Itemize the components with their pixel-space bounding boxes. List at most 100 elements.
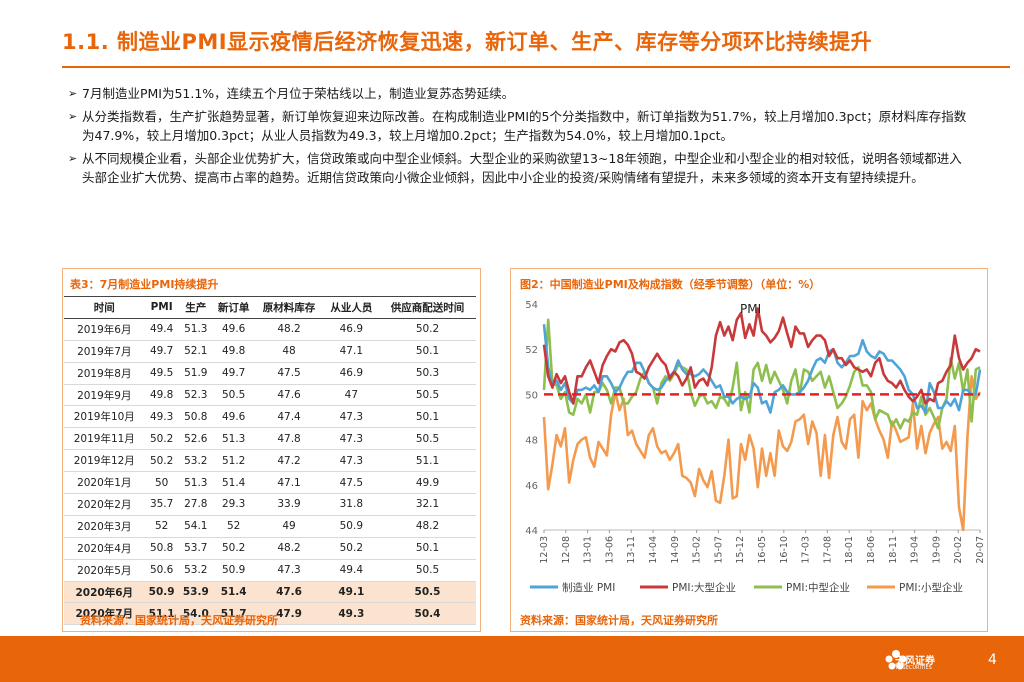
- x-tick-label: 16-10: [779, 536, 790, 564]
- table-cell: 49.8: [212, 340, 255, 363]
- table-cell: 2019年10月: [64, 405, 145, 429]
- table-row: 2019年9月 49.8 52.3 50.5 47.6 47 50.5: [64, 384, 476, 407]
- table-cell: 47.4: [254, 405, 324, 429]
- table-cell: 49.7: [144, 340, 179, 363]
- table-row: 2020年2月 35.7 27.8 29.3 33.9 31.8 32.1: [64, 493, 476, 516]
- table-frame: [62, 268, 481, 632]
- table-cell: 52.1: [178, 340, 213, 363]
- pmi-line-chart: 44 46 48 50 52 54 12-03 12-08 13-01 13-06 13-11 14-…: [525, 300, 986, 594]
- table-cell: 49.8: [144, 384, 179, 407]
- bullet-text: 7月制造业PMI为51.1%，连续五个月位于荣枯线以上，制造业复苏态势延续。: [82, 86, 515, 101]
- legend-label: 制造业 PMI: [562, 581, 615, 594]
- table-row: 2020年1月 50 51.3 51.4 47.1 47.5 49.9: [64, 471, 476, 495]
- table-cell: 52: [144, 515, 179, 538]
- table-row: 2019年8月 49.5 51.9 49.7 47.5 46.9 50.3: [64, 362, 476, 385]
- table-cell: 50.2: [323, 537, 380, 560]
- table-cell: 53.9: [178, 581, 213, 604]
- table-cell: 51.2: [212, 449, 255, 473]
- chart-source: 资料来源：国家统计局，天风证券研究所: [520, 614, 718, 627]
- table-cell: 2019年8月: [64, 362, 145, 385]
- table-cell: 47.3: [323, 449, 380, 473]
- table-cell: 49.7: [212, 362, 255, 385]
- x-tick-label: 20-07: [975, 536, 986, 564]
- table-cell: 51.9: [178, 362, 213, 385]
- table-cell: 47.3: [323, 427, 380, 451]
- table-cell: 50.5: [379, 384, 476, 407]
- table-cell: 2020年7月: [64, 602, 145, 626]
- table-cell: 46.9: [323, 362, 380, 385]
- table-cell: 46.9: [323, 318, 380, 341]
- x-tick-label: 17-03: [801, 536, 812, 564]
- series-line: [542, 307, 981, 405]
- y-tick-label: 44: [525, 526, 538, 537]
- series-line: [542, 318, 981, 430]
- table-cell: 47.6: [254, 384, 324, 407]
- table-cell: 2019年12月: [64, 449, 145, 473]
- arrow-bullet-icon: ➢: [68, 152, 78, 165]
- bullet-text: 从不同规模企业看，头部企业优势扩大，信贷政策或向中型企业倾斜。大型企业的采购欲望…: [82, 151, 962, 185]
- table-cell: 50.9: [323, 515, 380, 538]
- table-cell: 49.6: [212, 405, 255, 429]
- table-cell: 47.1: [323, 340, 380, 363]
- y-tick-label: 50: [525, 390, 538, 401]
- x-tick-label: 17-08: [822, 536, 833, 564]
- table-cell: 47.3: [323, 405, 380, 429]
- table-cell: 49.1: [323, 581, 380, 604]
- table-row: 2020年3月 52 54.1 52 49 50.9 48.2: [64, 515, 476, 538]
- table-cell: 54.1: [178, 515, 213, 538]
- table-cell: 50.4: [379, 602, 476, 626]
- table-cell: 53.2: [178, 449, 213, 473]
- x-tick-label: 15-02: [692, 536, 703, 564]
- x-tick-label: 15-07: [713, 536, 724, 564]
- table-row: 2019年7月 49.7 52.1 49.8 48 47.1 50.1: [64, 340, 476, 363]
- table-cell: 32.1: [379, 493, 476, 516]
- table-cell: 49.5: [144, 362, 179, 385]
- page-number: 4: [988, 652, 997, 668]
- table-cell: 50.2: [212, 537, 255, 560]
- table-cell: 51.3: [178, 318, 213, 341]
- table-cell: 2019年11月: [64, 427, 145, 451]
- table-cell: 49.6: [212, 318, 255, 341]
- table-cell: 50.8: [144, 537, 179, 560]
- table-cell: 50.3: [379, 362, 476, 385]
- table-cell: 29.3: [212, 493, 255, 516]
- table-cell: 50.6: [144, 559, 179, 582]
- pmi-table: 时间 PMI 生产 新订单 原材料库存 从业人员 供应商配送时间 2019年6月 49.4 51…: [64, 296, 476, 626]
- x-tick-label: 18-06: [866, 536, 877, 564]
- table-cell: 47: [323, 384, 380, 407]
- x-tick-label: 13-01: [583, 536, 594, 564]
- table-cell: 50: [144, 471, 179, 495]
- table-body: 2019年6月 49.4 51.3 49.6 48.2 46.9 50.2 2019年7月 49…: [64, 318, 476, 626]
- table-cell: 2020年4月: [64, 537, 145, 560]
- bullet-text: 从分类指数看，生产扩张趋势显著，新订单恢复迎来边际改善。在构成制造业PMI的5个…: [82, 109, 967, 143]
- x-tick-label: 12-08: [561, 536, 572, 564]
- table-cell: 33.9: [254, 493, 324, 516]
- table-cell: 50.2: [144, 449, 179, 473]
- x-tick-label: 15-12: [735, 536, 746, 564]
- table-cell: 49.4: [144, 318, 179, 341]
- table-cell: 2020年3月: [64, 515, 145, 538]
- table-row: 2019年11月 50.2 52.6 51.3 47.8 47.3 50.5: [64, 427, 476, 451]
- table-cell: 53.7: [178, 537, 213, 560]
- table-row: 2020年5月 50.6 53.2 50.9 47.3 49.4 50.5: [64, 559, 476, 582]
- table-row: 2020年7月 51.1 54.0 51.7 47.9 49.3 50.4: [64, 602, 476, 626]
- table-cell: 50.1: [379, 340, 476, 363]
- bullet-item: ➢ 从不同规模企业看，头部企业优势扩大，信贷政策或向中型企业倾斜。大型企业的采购欲…: [68, 149, 968, 187]
- table-row: 2019年6月 49.4 51.3 49.6 48.2 46.9 50.2: [64, 318, 476, 341]
- table-cell: 48: [254, 340, 324, 363]
- legend-label: PMI:中型企业: [786, 581, 850, 594]
- x-tick-label: 14-09: [670, 536, 681, 564]
- table-cell: 2019年7月: [64, 340, 145, 363]
- column-header: 生产: [178, 296, 213, 319]
- table-cell: 2020年6月: [64, 581, 145, 604]
- column-header: 原材料库存: [254, 296, 324, 319]
- table-header-row: 时间 PMI 生产 新订单 原材料库存 从业人员 供应商配送时间: [64, 296, 476, 319]
- table-caption: 表3：7月制造业PMI持续提升: [70, 278, 219, 291]
- table-row: 2020年6月 50.9 53.9 51.4 47.6 49.1 50.5: [64, 581, 476, 604]
- table-row: 2020年4月 50.8 53.7 50.2 48.2 50.2 50.1: [64, 537, 476, 560]
- column-header: 新订单: [212, 296, 255, 319]
- table-cell: 35.7: [144, 493, 179, 516]
- table-cell: 47.5: [254, 362, 324, 385]
- table-cell: 53.2: [178, 559, 213, 582]
- x-tick-label: 18-11: [888, 536, 899, 564]
